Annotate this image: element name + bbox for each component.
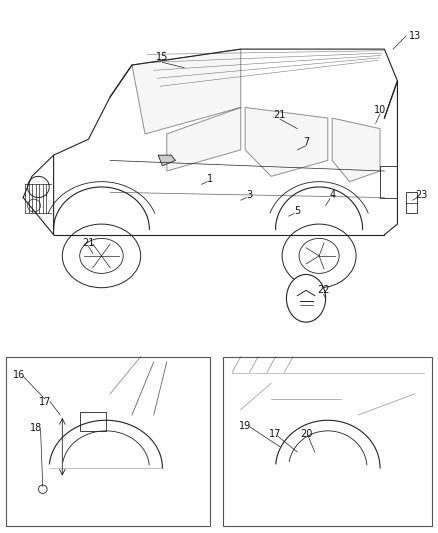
Bar [6, 357, 210, 526]
Text: 5: 5 [294, 206, 300, 216]
Text: 7: 7 [303, 137, 309, 147]
Polygon shape [158, 155, 176, 166]
Text: 22: 22 [317, 285, 330, 295]
Text: 21: 21 [82, 238, 95, 248]
Polygon shape [132, 49, 241, 134]
Bar [80, 413, 106, 431]
Text: 17: 17 [39, 397, 51, 407]
Text: 15: 15 [156, 52, 169, 62]
Polygon shape [245, 108, 328, 176]
Text: 21: 21 [274, 110, 286, 120]
Bar [223, 357, 432, 526]
Text: 1: 1 [207, 174, 213, 184]
Text: 16: 16 [13, 370, 25, 380]
Text: 18: 18 [30, 423, 42, 433]
Text: 10: 10 [374, 105, 386, 115]
Text: 17: 17 [269, 429, 282, 439]
Text: 23: 23 [415, 190, 427, 200]
Polygon shape [332, 118, 380, 182]
Text: 4: 4 [329, 190, 335, 200]
Text: 3: 3 [247, 190, 253, 200]
Bar [406, 192, 417, 214]
Bar [380, 166, 397, 198]
Text: 19: 19 [239, 421, 251, 431]
Circle shape [286, 274, 325, 322]
Text: 20: 20 [300, 429, 312, 439]
Text: 13: 13 [409, 31, 421, 41]
Polygon shape [167, 108, 241, 171]
